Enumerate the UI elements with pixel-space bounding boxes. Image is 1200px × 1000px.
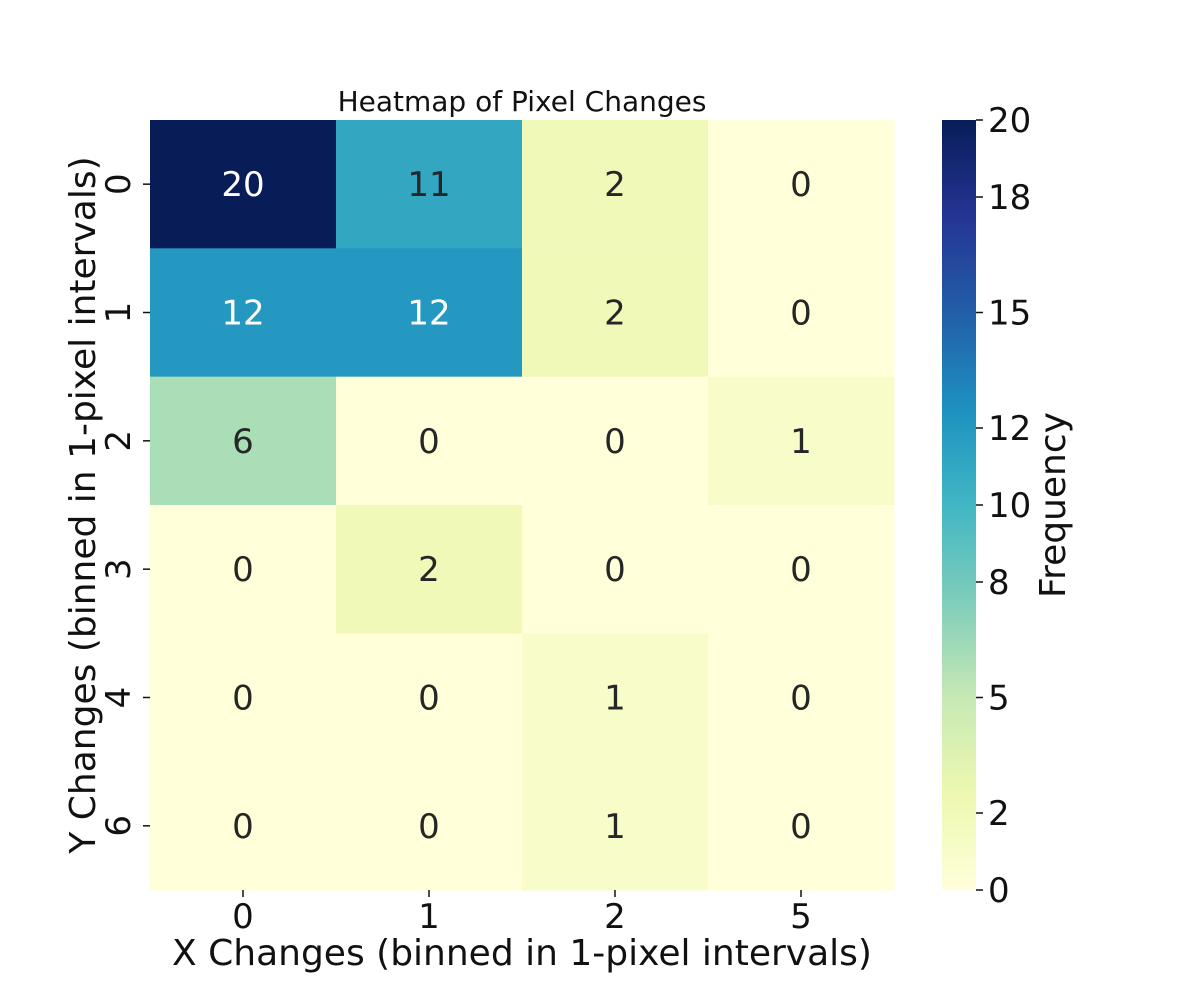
heatmap-cell-r4-c5: [708, 633, 895, 763]
cell-value-label: 0: [418, 422, 440, 462]
cell-value-label: 0: [232, 807, 254, 847]
cell-value-label: 0: [790, 294, 812, 334]
colorbar-tick-label: 20: [988, 101, 1031, 141]
colorbar: [942, 120, 976, 890]
colorbar-ticks: 0 2 5 8 10 12 15 18 20: [976, 101, 1031, 911]
y-tick-label: 0: [99, 173, 139, 195]
heatmap-cell-r0-c0: [150, 120, 337, 249]
y-tick-label: 1: [99, 302, 139, 324]
cell-value-label: 1: [790, 422, 812, 462]
heatmap-cell-r1-c5: [708, 248, 895, 378]
cell-value-label: 0: [604, 422, 626, 462]
colorbar-tick-label: 0: [988, 871, 1010, 911]
cell-value-label: 0: [604, 550, 626, 590]
cell-value-label: 2: [418, 550, 440, 590]
heatmap-cell-r6-c5: [708, 761, 895, 891]
cell-value-label: 0: [232, 679, 254, 719]
colorbar-label: Frequency: [1033, 412, 1074, 598]
y-tick-label: 4: [99, 687, 139, 709]
heatmap-cell-r3-c0: [150, 505, 337, 634]
x-axis-label: X Changes (binned in 1-pixel intervals): [172, 933, 872, 974]
x-tick-label: 0: [232, 897, 254, 937]
y-tick-label: 6: [99, 815, 139, 837]
heatmap-cell-r6-c2: [522, 761, 709, 891]
chart-title: Heatmap of Pixel Changes: [338, 85, 707, 118]
y-tick-label: 3: [99, 558, 139, 580]
cell-value-label: 20: [221, 165, 264, 205]
heatmap-cell-r2-c5: [708, 376, 895, 506]
heatmap-cell-r0-c2: [522, 120, 709, 249]
heatmap-cell-r4-c1: [336, 633, 523, 763]
cell-value-label: 12: [407, 294, 450, 334]
cell-value-label: 2: [604, 165, 626, 205]
colorbar-tick-label: 2: [988, 794, 1010, 834]
x-tick-label: 2: [604, 897, 626, 937]
cell-value-label: 0: [418, 807, 440, 847]
heatmap-cell-r2-c1: [336, 376, 523, 506]
cell-value-label: 0: [790, 679, 812, 719]
cell-value-label: 0: [790, 165, 812, 205]
heatmap-cell-r3-c1: [336, 505, 523, 634]
heatmap-cell-r3-c5: [708, 505, 895, 634]
heatmap-cell-r6-c1: [336, 761, 523, 891]
cell-value-label: 11: [407, 165, 450, 205]
cell-value-labels: 20 11 2 012 12 2 06 0 0 10 2 0 00 0 1 00 0 1 0: [221, 165, 811, 847]
colorbar-tick-label: 18: [988, 178, 1031, 218]
colorbar-tick-label: 8: [988, 563, 1010, 603]
y-tick-label: 2: [99, 430, 139, 452]
cell-value-label: 1: [604, 807, 626, 847]
cell-value-label: 0: [790, 550, 812, 590]
heatmap-cell-r0-c5: [708, 120, 895, 249]
heatmap-cell-r3-c2: [522, 505, 709, 634]
cell-value-label: 0: [790, 807, 812, 847]
colorbar-tick-label: 15: [988, 294, 1031, 334]
cell-value-label: 12: [221, 294, 264, 334]
x-tick-label: 1: [418, 897, 440, 937]
cell-value-label: 0: [232, 550, 254, 590]
cell-value-label: 6: [232, 422, 254, 462]
y-axis-ticks: 0 1 2 3 4 6: [99, 173, 150, 837]
cell-value-label: 0: [418, 679, 440, 719]
cell-value-label: 2: [604, 294, 626, 334]
heatmap-cell-r1-c0: [150, 248, 337, 378]
colorbar-tick-label: 5: [988, 679, 1010, 719]
heatmap-cells: [150, 120, 895, 891]
heatmap-cell-r0-c1: [336, 120, 523, 249]
heatmap-cell-r1-c1: [336, 248, 523, 378]
heatmap-cell-r4-c2: [522, 633, 709, 763]
heatmap-cell-r1-c2: [522, 248, 709, 378]
cell-value-label: 1: [604, 679, 626, 719]
colorbar-tick-label: 10: [988, 486, 1031, 526]
heatmap-cell-r4-c0: [150, 633, 337, 763]
heatmap-cell-r6-c0: [150, 761, 337, 891]
heatmap-cell-r2-c0: [150, 376, 337, 506]
x-tick-label: 5: [790, 897, 812, 937]
heatmap-cell-r2-c2: [522, 376, 709, 506]
colorbar-tick-label: 12: [988, 409, 1031, 449]
x-axis-ticks: 0 1 2 5: [232, 890, 812, 937]
y-axis-label: Y Changes (binned in 1-pixel intervals): [63, 156, 104, 854]
